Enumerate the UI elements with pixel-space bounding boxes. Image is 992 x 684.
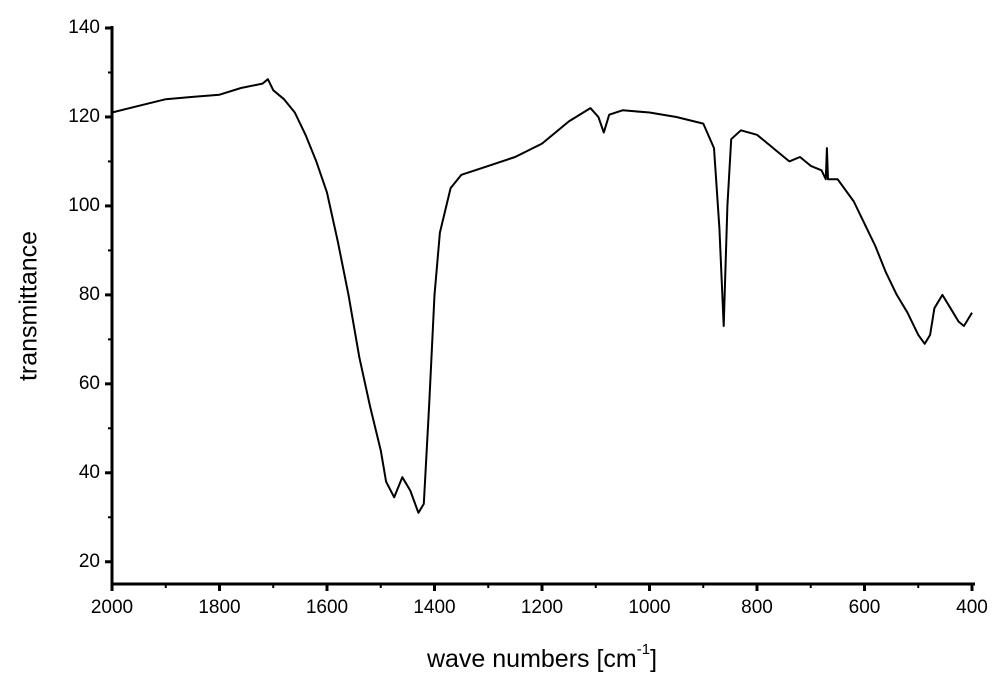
x-axis-label: wave numbers [cm-1]	[426, 641, 657, 673]
x-tick-label: 1800	[198, 597, 240, 618]
spectrum-line	[111, 78, 973, 514]
x-tick-label: 400	[956, 597, 988, 618]
x-tick-label: 600	[849, 597, 881, 618]
y-tick-label: 100	[68, 195, 100, 216]
y-tick-label: 140	[68, 17, 100, 38]
y-tick-label: 80	[79, 284, 100, 305]
y-tick-label: 120	[68, 106, 100, 127]
y-tick-label: 20	[79, 551, 100, 572]
y-tick-label: 60	[79, 373, 100, 394]
x-label-superscript: -1	[637, 641, 650, 658]
y-axis-label: transmittance	[15, 231, 43, 381]
x-tick-label: 2000	[91, 597, 133, 618]
x-label-suffix: ]	[650, 645, 657, 673]
x-tick-label: 1200	[521, 597, 563, 618]
x-tick-label: 1400	[413, 597, 455, 618]
x-tick-label: 1600	[306, 597, 348, 618]
x-label-text: wave numbers [cm	[426, 645, 637, 673]
x-tick-label: 1000	[628, 597, 670, 618]
y-tick-label: 40	[79, 462, 100, 483]
x-tick-label: 800	[741, 597, 773, 618]
